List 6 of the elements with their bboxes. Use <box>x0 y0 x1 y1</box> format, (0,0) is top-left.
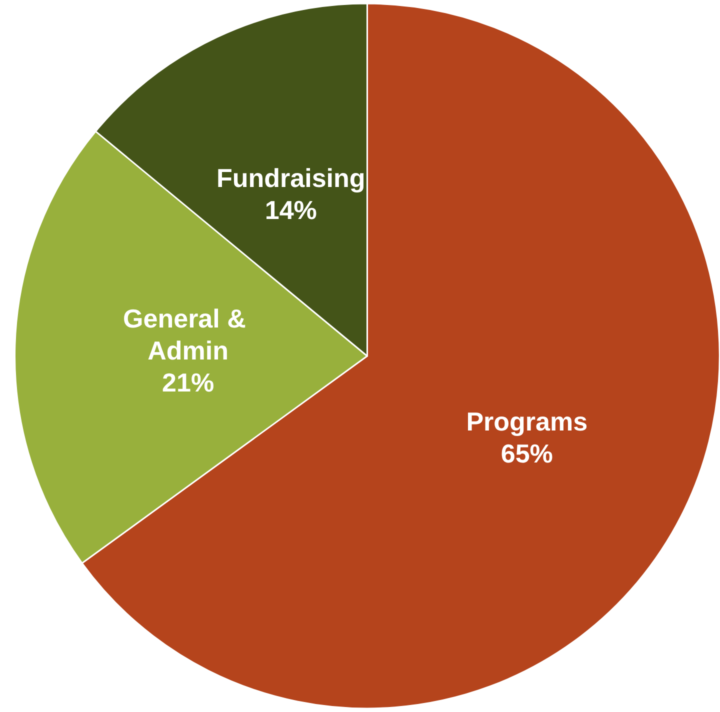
slice-label: Fundraising <box>216 162 366 193</box>
data-label: 21% <box>162 367 214 398</box>
data-label: 14% <box>264 194 317 225</box>
data-label: 65% <box>500 438 553 468</box>
slice-label: Programs <box>466 406 588 436</box>
slice-label: General & Admin <box>123 303 254 366</box>
